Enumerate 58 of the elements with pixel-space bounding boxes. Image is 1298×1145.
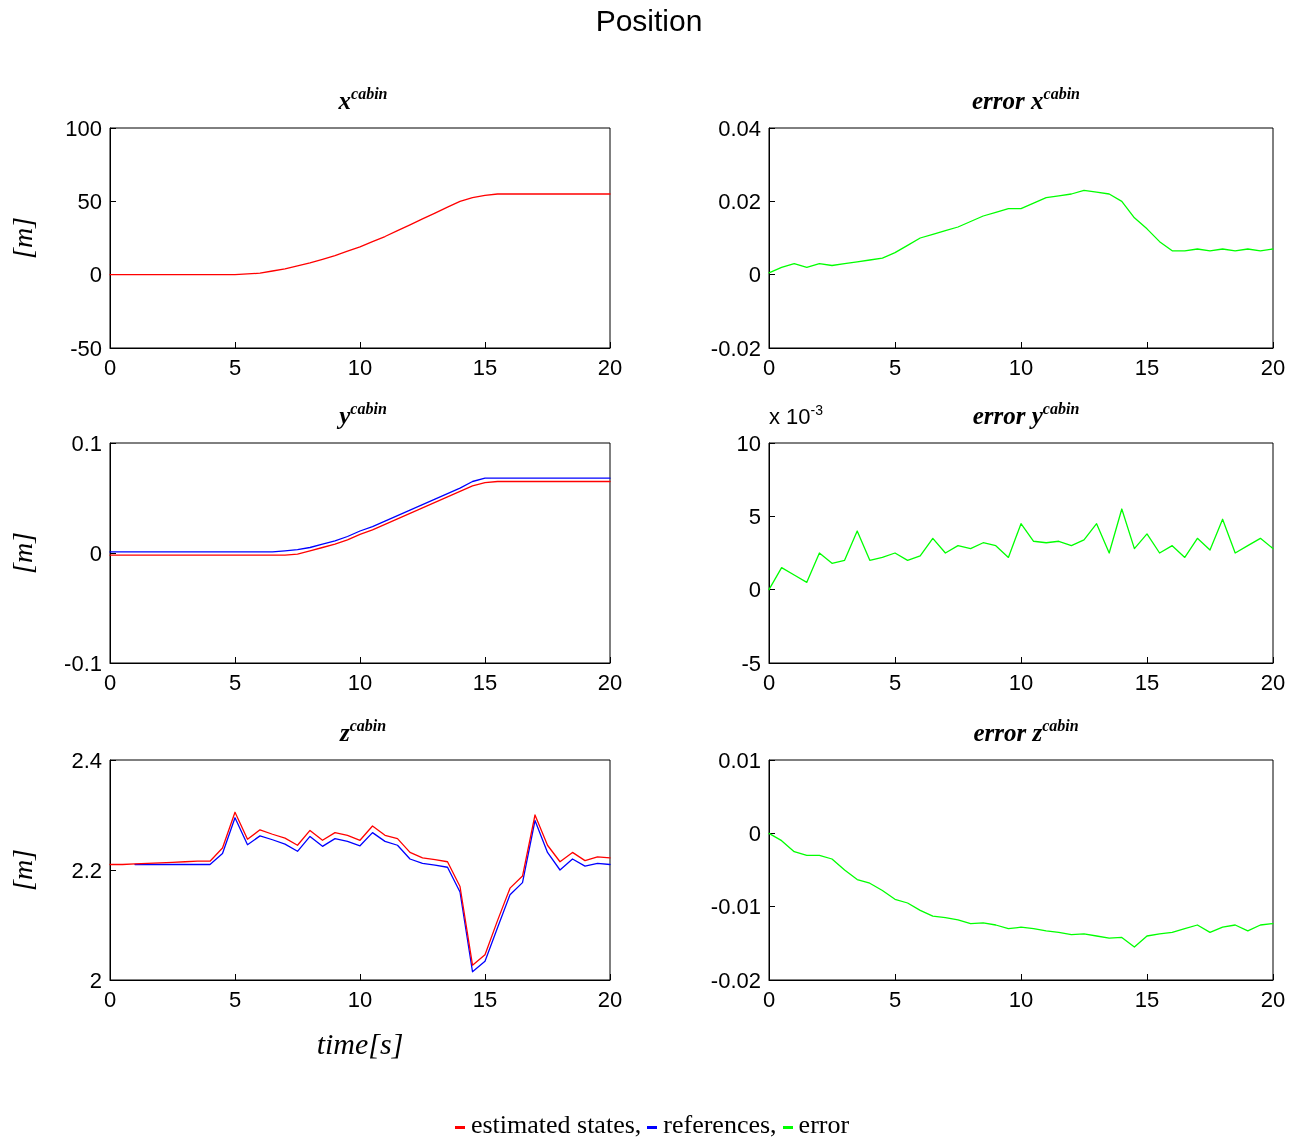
x-tick-label: 15 — [1134, 986, 1160, 1012]
y-tick-label: 100 — [65, 115, 102, 141]
y-tick-label: 10 — [736, 430, 761, 456]
x-tick-label: 10 — [347, 354, 373, 380]
y-tick-label: -5 — [741, 650, 761, 676]
y-tick-label: 2.4 — [71, 747, 102, 773]
y-tick-label: -0.02 — [710, 967, 761, 993]
text: references, — [663, 1110, 777, 1139]
y-tick-label: 0.04 — [718, 115, 761, 141]
x-tick-label: 20 — [597, 986, 623, 1012]
x-tick-label: 15 — [472, 354, 498, 380]
x-tick-label: 5 — [888, 986, 902, 1012]
y-tick-label: 5 — [748, 503, 761, 529]
x-tick-label: 5 — [228, 354, 242, 380]
y-tick-label: 0 — [748, 577, 761, 603]
text: error — [798, 1110, 850, 1139]
y-axis-title: [m] — [6, 531, 38, 575]
x-tick-label: 15 — [472, 669, 498, 695]
y-tick-label: 0 — [89, 540, 102, 566]
y-tick-label: 50 — [77, 188, 102, 214]
x-tick-label: 5 — [888, 354, 902, 380]
y-tick-label: 2 — [89, 967, 102, 993]
y-tick-label: 0 — [89, 262, 102, 288]
x-tick-label: 15 — [1134, 354, 1160, 380]
x-tick-label: 20 — [597, 354, 623, 380]
x-tick-label: 15 — [472, 986, 498, 1012]
y-axis-title: [m] — [6, 216, 38, 260]
text: estimated states, — [470, 1110, 642, 1139]
y-tick-label: -0.1 — [64, 650, 102, 676]
y-tick-label: 0 — [748, 820, 761, 846]
x-tick-label: 5 — [228, 669, 242, 695]
y-tick-label: 0 — [748, 262, 761, 288]
line-series — [109, 193, 611, 276]
y-tick-label: -0.01 — [710, 894, 761, 920]
line-series — [768, 832, 1274, 948]
x-tick-label: 10 — [1008, 669, 1034, 695]
x-tick-label: 10 — [347, 986, 373, 1012]
y-axis-title: [m] — [6, 848, 38, 892]
text: Position — [594, 4, 704, 38]
y-tick-label: -0.02 — [710, 335, 761, 361]
x-tick-label: 20 — [1260, 354, 1286, 380]
line-series — [768, 508, 1274, 591]
x-tick-label: 20 — [1260, 669, 1286, 695]
y-tick-label: 0.1 — [71, 430, 102, 456]
x-tick-label: 5 — [888, 669, 902, 695]
x-tick-label: 5 — [228, 986, 242, 1012]
y-tick-label: 2.2 — [71, 857, 102, 883]
x-tick-label: 15 — [1134, 669, 1160, 695]
x-tick-label: 10 — [1008, 986, 1034, 1012]
y-tick-label: 0.01 — [718, 747, 761, 773]
x-tick-label: 20 — [1260, 986, 1286, 1012]
y-tick-label: 0.02 — [718, 188, 761, 214]
line-series — [768, 189, 1274, 274]
x-tick-label: 20 — [597, 669, 623, 695]
x-tick-label: 10 — [347, 669, 373, 695]
x-tick-label: 10 — [1008, 354, 1034, 380]
x-axis-title: time[s] — [316, 1026, 404, 1060]
y-tick-label: -50 — [70, 335, 102, 361]
